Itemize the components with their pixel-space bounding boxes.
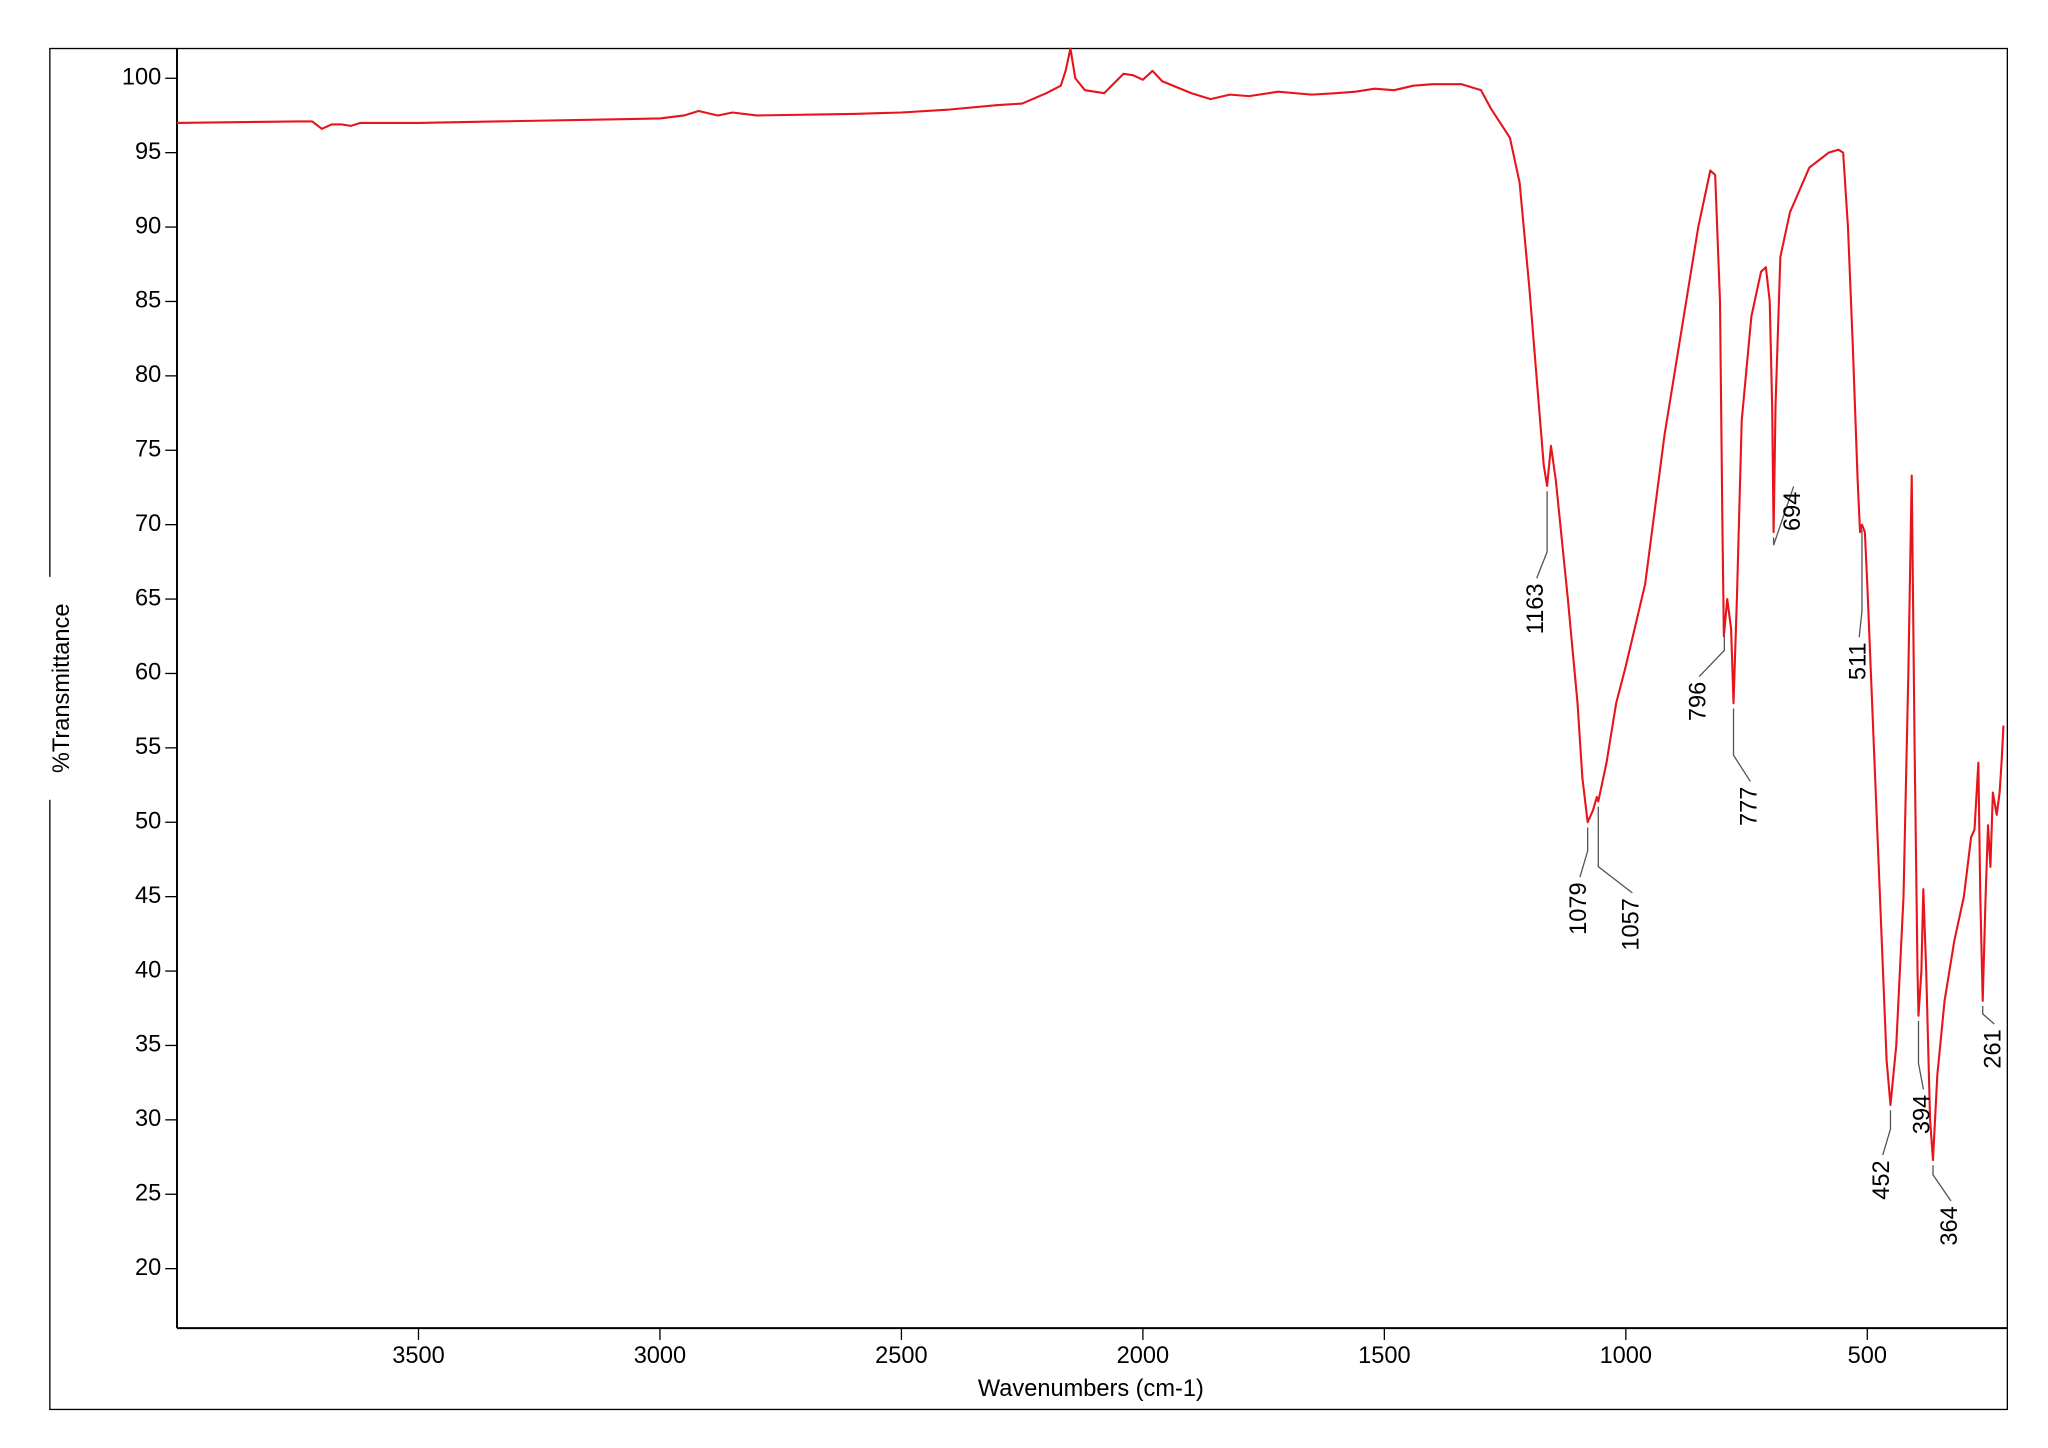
y-tick-label: 75 <box>135 436 161 462</box>
x-tick-label: 2500 <box>875 1343 928 1369</box>
peak-label: 796 <box>1685 682 1711 721</box>
peak-label: 261 <box>1980 1029 2006 1068</box>
spectrum-line <box>177 47 2005 1162</box>
x-tick-label: 1500 <box>1358 1343 1411 1369</box>
peak-label: 694 <box>1780 492 1806 531</box>
y-axis-label: %Transmittance <box>49 604 75 774</box>
peak-label: 394 <box>1910 1095 1936 1134</box>
peak-label: 777 <box>1737 787 1763 826</box>
x-tick-label: 500 <box>1848 1343 1887 1369</box>
peak-leader <box>1579 827 1589 878</box>
outer-frame <box>49 47 2008 1411</box>
y-tick-label: 30 <box>135 1106 161 1132</box>
y-tick-label: 40 <box>135 957 161 983</box>
y-tick-label: 25 <box>135 1180 161 1206</box>
y-tick-label: 85 <box>135 288 161 314</box>
x-tick-label: 3000 <box>634 1343 687 1369</box>
peak-leader <box>1732 708 1751 782</box>
peak-leader <box>1536 491 1548 579</box>
peak-leader <box>1982 1006 1995 1025</box>
y-tick-label: 50 <box>135 808 161 834</box>
x-tick-label: 2000 <box>1117 1343 1170 1369</box>
peak-label: 511 <box>1845 642 1871 680</box>
peak-leader <box>1917 1020 1925 1090</box>
peak-leader <box>1698 636 1725 677</box>
peak-leader <box>1597 806 1633 894</box>
peak-label: 1163 <box>1523 583 1549 634</box>
y-tick-label: 45 <box>135 883 161 909</box>
x-axis-label: Wavenumbers (cm-1) <box>978 1376 1204 1402</box>
peak-leader <box>1858 529 1863 638</box>
x-tick-label: 3500 <box>392 1343 445 1369</box>
y-tick-label: 20 <box>135 1255 161 1281</box>
y-tick-label: 95 <box>135 139 161 165</box>
peak-label: 452 <box>1869 1160 1895 1199</box>
y-tick-label: 35 <box>135 1032 161 1058</box>
peak-label: 364 <box>1937 1206 1963 1245</box>
y-tick-label: 70 <box>135 511 161 537</box>
peak-label: 1079 <box>1566 882 1592 935</box>
y-tick-label: 100 <box>122 65 161 91</box>
y-tick-label: 80 <box>135 362 161 388</box>
peak-label: 1057 <box>1619 898 1645 951</box>
peak-leader <box>1932 1165 1952 1202</box>
label-backdrop <box>39 576 66 800</box>
y-tick-label: 60 <box>135 660 161 686</box>
y-tick-label: 90 <box>135 213 161 239</box>
y-tick-label: 55 <box>135 734 161 760</box>
x-tick-label: 1000 <box>1600 1343 1653 1369</box>
peak-leader <box>1882 1110 1892 1156</box>
y-tick-label: 65 <box>135 585 161 611</box>
peak-leader <box>1772 486 1795 546</box>
